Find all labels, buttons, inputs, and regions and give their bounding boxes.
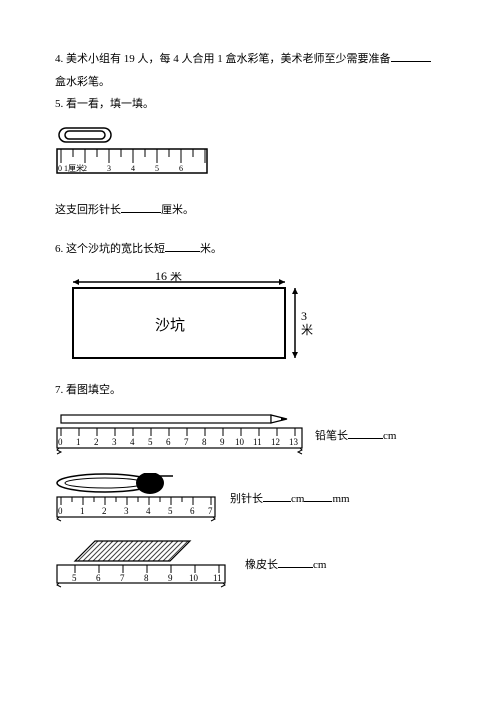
svg-text:4: 4	[130, 437, 135, 447]
q7-pencil-row: 0 1 2 3 4 5 6 7 8 9 10 11 12 13 铅笔长cm	[55, 412, 445, 457]
svg-text:3: 3	[124, 506, 129, 516]
eraser-icon	[75, 541, 190, 561]
svg-text:0: 0	[58, 506, 63, 516]
eraser-caption: 橡皮长cm	[245, 556, 326, 572]
q5-text: 5. 看一看，填一填。	[55, 98, 154, 110]
svg-text:3: 3	[112, 437, 117, 447]
pencil-figure: 0 1 2 3 4 5 6 7 8 9 10 11 12 13	[55, 412, 305, 457]
svg-text:6: 6	[166, 437, 171, 447]
svg-text:5: 5	[72, 573, 77, 583]
tick-5: 5	[155, 164, 159, 173]
pin-blank-mm[interactable]	[304, 490, 332, 502]
q5-answer-b: 厘米。	[161, 204, 194, 216]
eraser-figure: 5 6 7 8 9 10 11	[55, 539, 235, 589]
paperclip-icon	[59, 128, 111, 142]
svg-text:5: 5	[168, 506, 173, 516]
tick-3: 3	[107, 164, 111, 173]
svg-text:4: 4	[146, 506, 151, 516]
height-num: 3	[301, 309, 307, 323]
question-6: 6. 这个沙坑的宽比长短 米。	[55, 240, 445, 258]
svg-text:11: 11	[213, 573, 222, 583]
svg-text:5: 5	[148, 437, 153, 447]
svg-text:2: 2	[102, 506, 107, 516]
q4-text-a: 4. 美术小组有 19 人，每 4 人合用 1 盒水彩笔，美术老师至少需要准备	[55, 53, 391, 65]
tick-0: 0	[58, 164, 62, 173]
svg-text:7: 7	[120, 573, 125, 583]
question-7: 7. 看图填空。	[55, 382, 445, 399]
pencil-caption: 铅笔长cm	[315, 427, 396, 443]
pencil-icon	[61, 415, 287, 423]
q6-text-b: 米。	[200, 243, 222, 255]
svg-text:1: 1	[76, 437, 81, 447]
svg-text:7: 7	[184, 437, 189, 447]
svg-text:0: 0	[58, 437, 63, 447]
q5-answer-a: 这支回形针长	[55, 204, 121, 216]
q7-text: 7. 看图填空。	[55, 384, 121, 396]
width-label: 16 米	[155, 272, 182, 283]
svg-text:6: 6	[190, 506, 195, 516]
unit-label: 1厘米	[64, 163, 84, 173]
svg-text:1: 1	[80, 506, 85, 516]
svg-text:6: 6	[96, 573, 101, 583]
q7-eraser-row: 5 6 7 8 9 10 11 橡皮长cm	[55, 539, 445, 589]
question-4: 4. 美术小组有 19 人，每 4 人合用 1 盒水彩笔，美术老师至少需要准备	[55, 50, 445, 68]
svg-text:11: 11	[253, 437, 262, 447]
pin-caption: 别针长cmmm	[230, 490, 350, 506]
svg-text:10: 10	[189, 573, 199, 583]
q7-pin-row: 0 1 2 3 4 5 6 7 别针长cmmm	[55, 473, 445, 523]
q4-blank[interactable]	[391, 50, 431, 62]
svg-text:12: 12	[271, 437, 280, 447]
q6-figure: 16 米 沙坑 3 米	[55, 272, 445, 370]
svg-text:10: 10	[235, 437, 245, 447]
pin-figure: 0 1 2 3 4 5 6 7	[55, 473, 220, 523]
ruler-icon: 0 1厘米 2 3 4 5 6	[57, 149, 207, 173]
tick-6: 6	[179, 164, 183, 173]
q5-answer: 这支回形针长 厘米。	[55, 201, 445, 219]
q6-text-a: 6. 这个沙坑的宽比长短	[55, 243, 165, 255]
paperclip-ruler: 0 1厘米 2 3 4 5 6	[55, 125, 215, 180]
height-unit: 米	[301, 323, 313, 337]
pencil-blank[interactable]	[348, 427, 383, 439]
q6-blank[interactable]	[165, 240, 200, 252]
q5-figure: 0 1厘米 2 3 4 5 6	[55, 125, 445, 183]
sandpit-diagram: 16 米 沙坑 3 米	[55, 272, 320, 367]
sandpit-label: 沙坑	[155, 317, 185, 334]
pin-ruler: 0 1 2 3 4 5 6 7	[57, 497, 215, 521]
tick-4: 4	[131, 164, 135, 173]
pencil-ruler: 0 1 2 3 4 5 6 7 8 9 10 11 12 13	[57, 428, 302, 454]
question-5: 5. 看一看，填一填。	[55, 96, 445, 113]
question-4b: 盒水彩笔。	[55, 74, 445, 91]
svg-text:9: 9	[220, 437, 225, 447]
svg-text:9: 9	[168, 573, 173, 583]
svg-text:7: 7	[208, 506, 213, 516]
svg-text:8: 8	[144, 573, 149, 583]
pin-blank-cm[interactable]	[263, 490, 291, 502]
safety-pin-icon	[57, 473, 173, 494]
svg-text:2: 2	[94, 437, 99, 447]
q4-text-b: 盒水彩笔。	[55, 76, 110, 88]
tick-2: 2	[83, 164, 87, 173]
svg-text:8: 8	[202, 437, 207, 447]
eraser-ruler: 5 6 7 8 9 10 11	[57, 565, 225, 587]
q5-blank[interactable]	[121, 201, 161, 213]
svg-text:13: 13	[289, 437, 299, 447]
eraser-blank[interactable]	[278, 556, 313, 568]
